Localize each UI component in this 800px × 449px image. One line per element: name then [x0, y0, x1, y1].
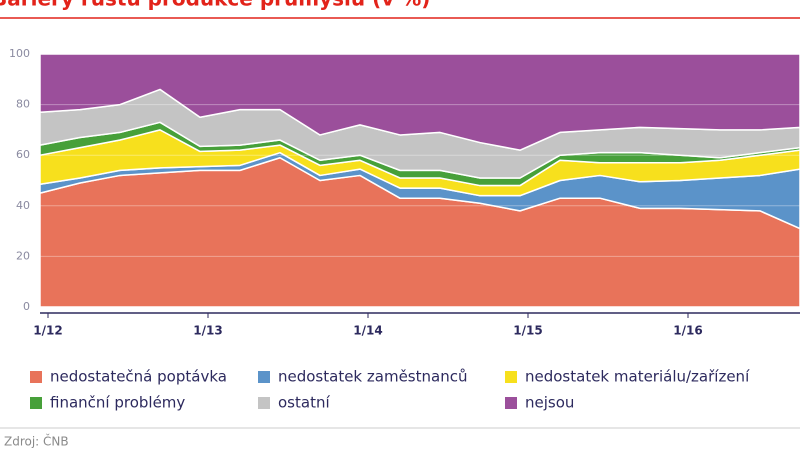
chart-title: Bariéry růstu produkce průmyslu (v %) — [0, 0, 430, 11]
legend-label: nejsou — [525, 394, 574, 412]
x-tick-label: 1/13 — [193, 324, 222, 338]
x-tick-label: 1/14 — [353, 324, 382, 338]
legend-label: ostatní — [278, 394, 330, 412]
y-tick-label: 100 — [9, 47, 30, 60]
y-tick-label: 20 — [16, 249, 30, 262]
legend-swatch — [30, 371, 42, 383]
y-tick-label: 0 — [23, 300, 30, 313]
legend-swatch — [30, 397, 42, 409]
area — [39, 53, 800, 151]
legend-label: nedostatek zaměstnanců — [278, 368, 467, 386]
source: Zdroj: ČNB — [4, 434, 69, 449]
legend-swatch — [505, 397, 517, 409]
legend-swatch — [258, 397, 270, 409]
x-tick-label: 1/12 — [33, 324, 62, 338]
legend-label: nedostatečná poptávka — [50, 368, 227, 386]
legend-swatch — [258, 371, 270, 383]
y-tick-label: 80 — [16, 98, 30, 111]
legend-label: finanční problémy — [50, 394, 185, 412]
y-tick-label: 60 — [16, 148, 30, 161]
legend-swatch — [505, 371, 517, 383]
y-tick-label: 40 — [16, 199, 30, 212]
x-tick-label: 1/15 — [513, 324, 542, 338]
x-tick-label: 1/16 — [673, 324, 702, 338]
legend-label: nedostatek materiálu/zařízení — [525, 368, 750, 386]
